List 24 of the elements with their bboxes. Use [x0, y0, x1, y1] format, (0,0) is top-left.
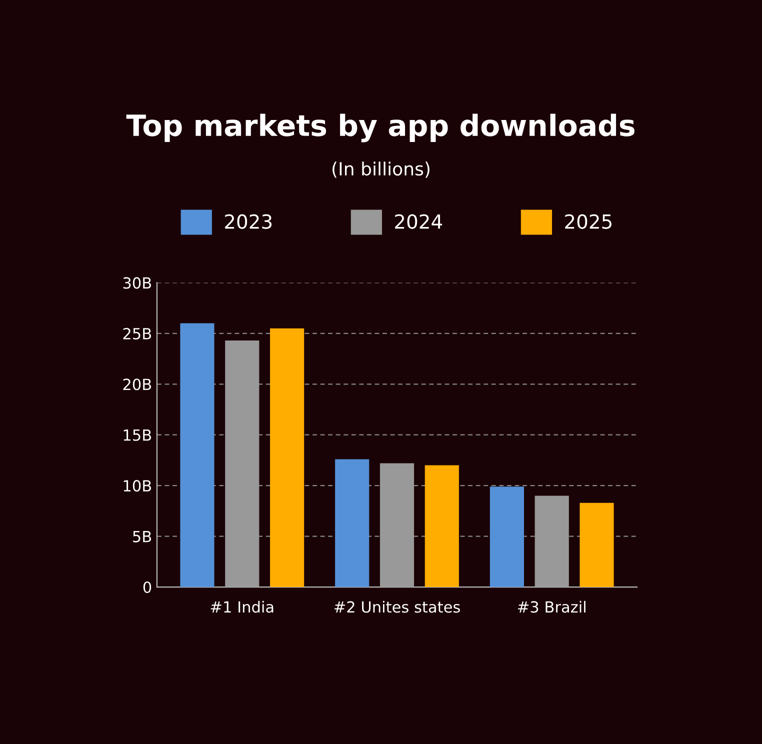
x-tick-label: #3 Brazil	[518, 600, 586, 613]
chart-subtitle: (In billions)	[332, 162, 430, 178]
legend-label: 2024	[395, 214, 442, 229]
y-tick-label: 5B	[133, 530, 152, 542]
x-tick-label: #1 India	[210, 600, 274, 613]
y-tick-label: 0	[143, 581, 152, 594]
legend-label: 2025	[565, 214, 612, 229]
y-tick-label: 20B	[123, 378, 152, 390]
y-tick-label: 25B	[123, 328, 152, 340]
bar	[270, 328, 304, 588]
bar	[534, 496, 569, 588]
x-tick-label: #2 Unites states	[334, 600, 460, 613]
bar	[490, 486, 524, 588]
chart-title: Top markets by app downloads	[126, 114, 634, 142]
bar	[380, 463, 414, 588]
y-tick-label: 10B	[124, 480, 152, 492]
bar	[180, 323, 214, 588]
bar	[580, 502, 614, 588]
legend-label: 2023	[225, 214, 272, 229]
bar	[225, 340, 260, 588]
bar	[335, 459, 370, 588]
y-tick-label: 30B	[123, 277, 152, 289]
bar	[424, 465, 459, 588]
y-tick-label: 15B	[124, 430, 152, 441]
